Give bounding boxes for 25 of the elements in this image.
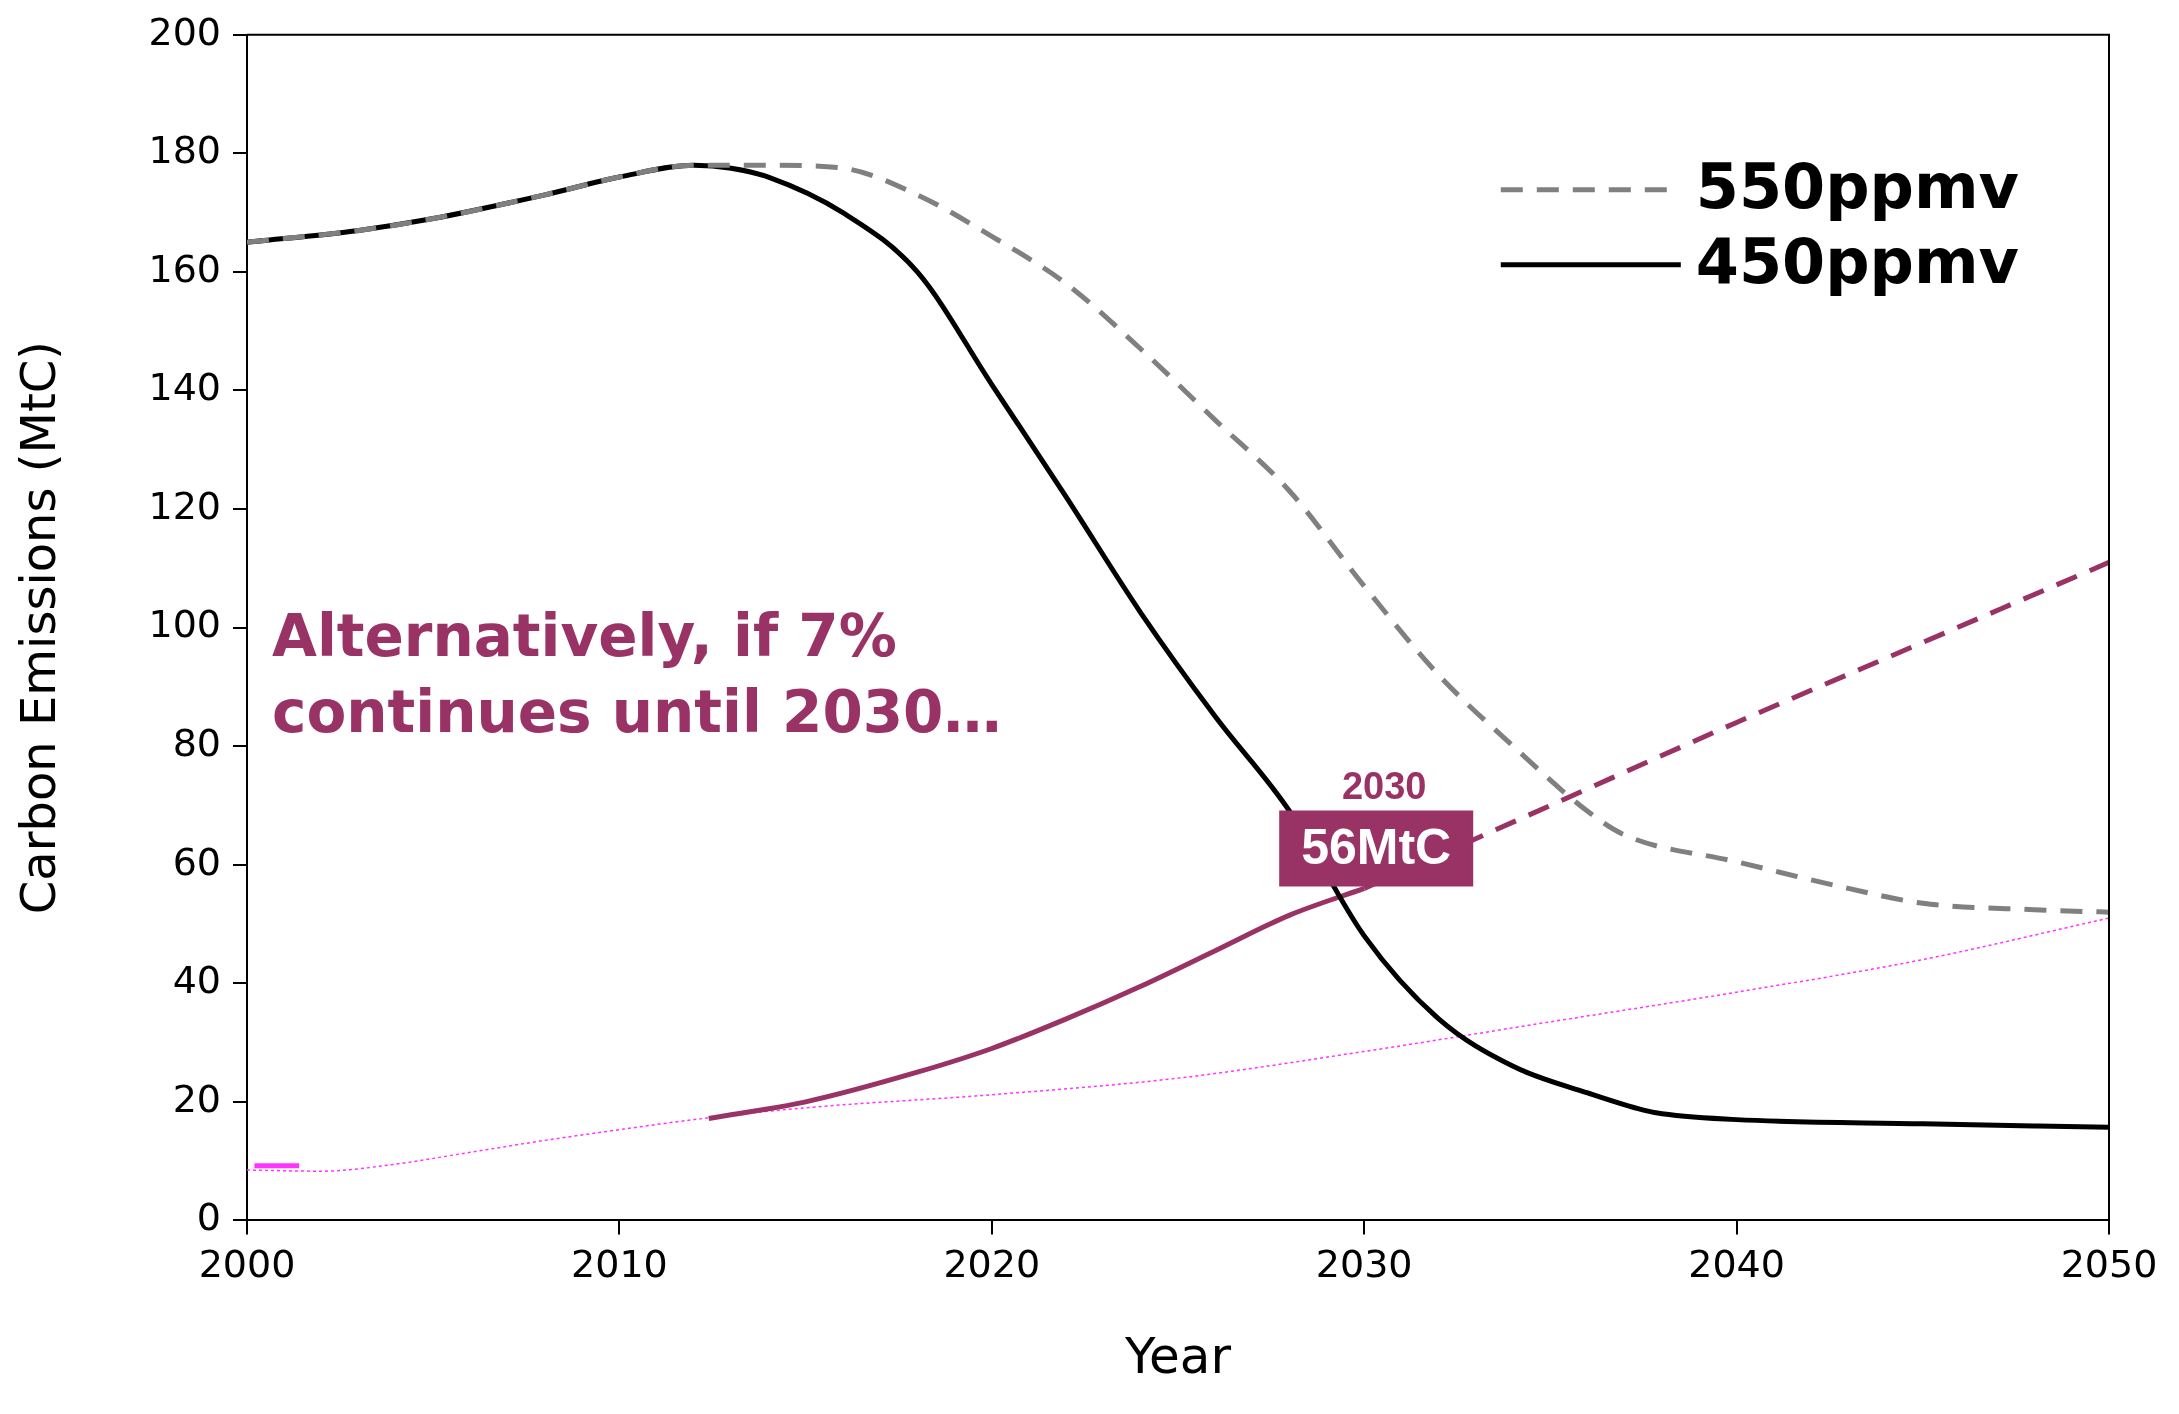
legend-label: 450ppmv xyxy=(1695,224,2019,298)
y-tick-label: 200 xyxy=(148,9,221,54)
x-axis-title: Year xyxy=(1124,1326,1232,1385)
annotation: 56MtC xyxy=(1301,819,1452,876)
y-tick-label: 20 xyxy=(172,1076,221,1121)
y-tick-label: 60 xyxy=(172,839,221,884)
y-tick-label: 100 xyxy=(148,602,221,647)
y-tick-label: 140 xyxy=(148,365,221,410)
x-tick-label: 2020 xyxy=(943,1242,1041,1287)
legend-label: 550ppmv xyxy=(1695,149,2019,223)
y-tick-label: 80 xyxy=(172,721,221,766)
x-tick-label: 2040 xyxy=(1688,1242,1785,1287)
y-axis-title: Carbon Emissions (MtC) xyxy=(10,340,67,915)
y-tick-label: 120 xyxy=(148,483,221,528)
x-tick-label: 2050 xyxy=(2060,1242,2158,1287)
x-tick-label: 2030 xyxy=(1315,1242,1413,1287)
line-series xyxy=(247,917,2109,1172)
y-tick-label: 40 xyxy=(172,958,221,1003)
y-tick-label: 180 xyxy=(148,128,221,173)
annotation: 2030 xyxy=(1341,764,1427,807)
y-tick-label: 160 xyxy=(148,246,221,291)
y-tick-label: 0 xyxy=(196,1195,221,1240)
x-tick-label: 2010 xyxy=(571,1242,668,1287)
annotation: Alternatively, if 7% continues until 2030… xyxy=(272,601,1002,746)
x-tick-label: 2000 xyxy=(198,1242,296,1287)
